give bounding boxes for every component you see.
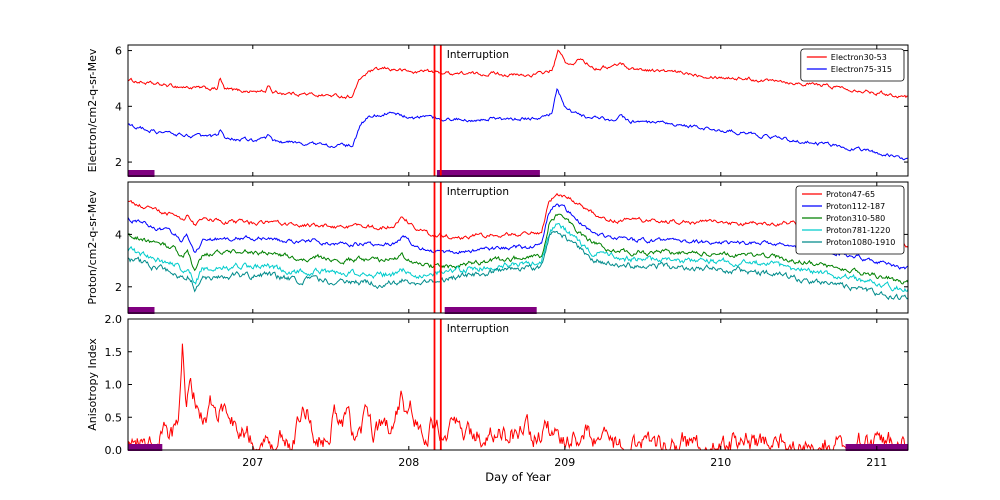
panel-frame xyxy=(127,181,909,314)
legend-entry-label: Proton781-1220 xyxy=(826,226,890,235)
legend-entry-label: Proton310-580 xyxy=(826,214,885,223)
interruption-label: Interruption xyxy=(447,49,509,61)
legend-entry-label: Proton112-187 xyxy=(826,202,885,211)
series-line-Proton1080-1910 xyxy=(128,230,908,301)
x-tick-label: 207 xyxy=(242,456,263,469)
y-tick-label: 1.5 xyxy=(105,346,123,359)
interruption-label: Interruption xyxy=(447,186,509,198)
coverage-bar xyxy=(436,170,540,177)
series-line-Electron30-53 xyxy=(128,49,908,100)
coverage-bar xyxy=(128,444,163,451)
y-tick-label: 0.0 xyxy=(105,444,123,457)
x-axis-label: Day of Year xyxy=(485,470,551,484)
y-axis-label: Anisotropy Index xyxy=(86,338,99,431)
legend-entry-label: Electron75-315 xyxy=(831,65,892,74)
series-line-Proton47-65 xyxy=(128,192,908,248)
legend-entry-label: Proton1080-1910 xyxy=(826,238,895,247)
series-line-Anisotropy xyxy=(128,343,908,450)
panel-frame xyxy=(127,318,909,451)
legend-entry-label: Proton47-65 xyxy=(826,190,875,199)
y-tick-label: 1.0 xyxy=(105,379,123,392)
y-tick-label: 4 xyxy=(115,100,122,113)
legend-entry-label: Electron30-53 xyxy=(831,53,887,62)
y-axis-label: Proton/cm2-q-sr-Mev xyxy=(86,190,99,305)
panel-1-plot-area xyxy=(128,192,908,301)
panel-2-plot-area xyxy=(128,343,908,450)
interruption-label: Interruption xyxy=(447,323,509,335)
coverage-bar xyxy=(128,170,155,177)
y-axis-label: Electron/cm2-q-sr-Mev xyxy=(86,48,99,172)
panel-frame xyxy=(127,44,909,177)
series-line-Proton112-187 xyxy=(128,203,908,270)
series-line-Electron75-315 xyxy=(128,88,908,161)
series-line-Proton310-580 xyxy=(128,213,908,285)
panel-0-plot-area xyxy=(128,49,908,161)
x-tick-label: 209 xyxy=(554,456,575,469)
coverage-bar xyxy=(444,307,537,314)
x-tick-label: 210 xyxy=(710,456,731,469)
legend-box xyxy=(795,185,905,255)
y-tick-label: 2.0 xyxy=(105,313,123,326)
x-tick-label: 208 xyxy=(398,456,419,469)
y-tick-label: 0.5 xyxy=(105,411,123,424)
x-tick-label: 211 xyxy=(866,456,887,469)
y-tick-label: 2 xyxy=(115,156,122,169)
y-tick-label: 6 xyxy=(115,45,122,58)
coverage-bar xyxy=(128,307,155,314)
y-tick-label: 4 xyxy=(115,228,122,241)
series-line-Proton781-1220 xyxy=(128,222,908,292)
y-tick-label: 2 xyxy=(115,281,122,294)
